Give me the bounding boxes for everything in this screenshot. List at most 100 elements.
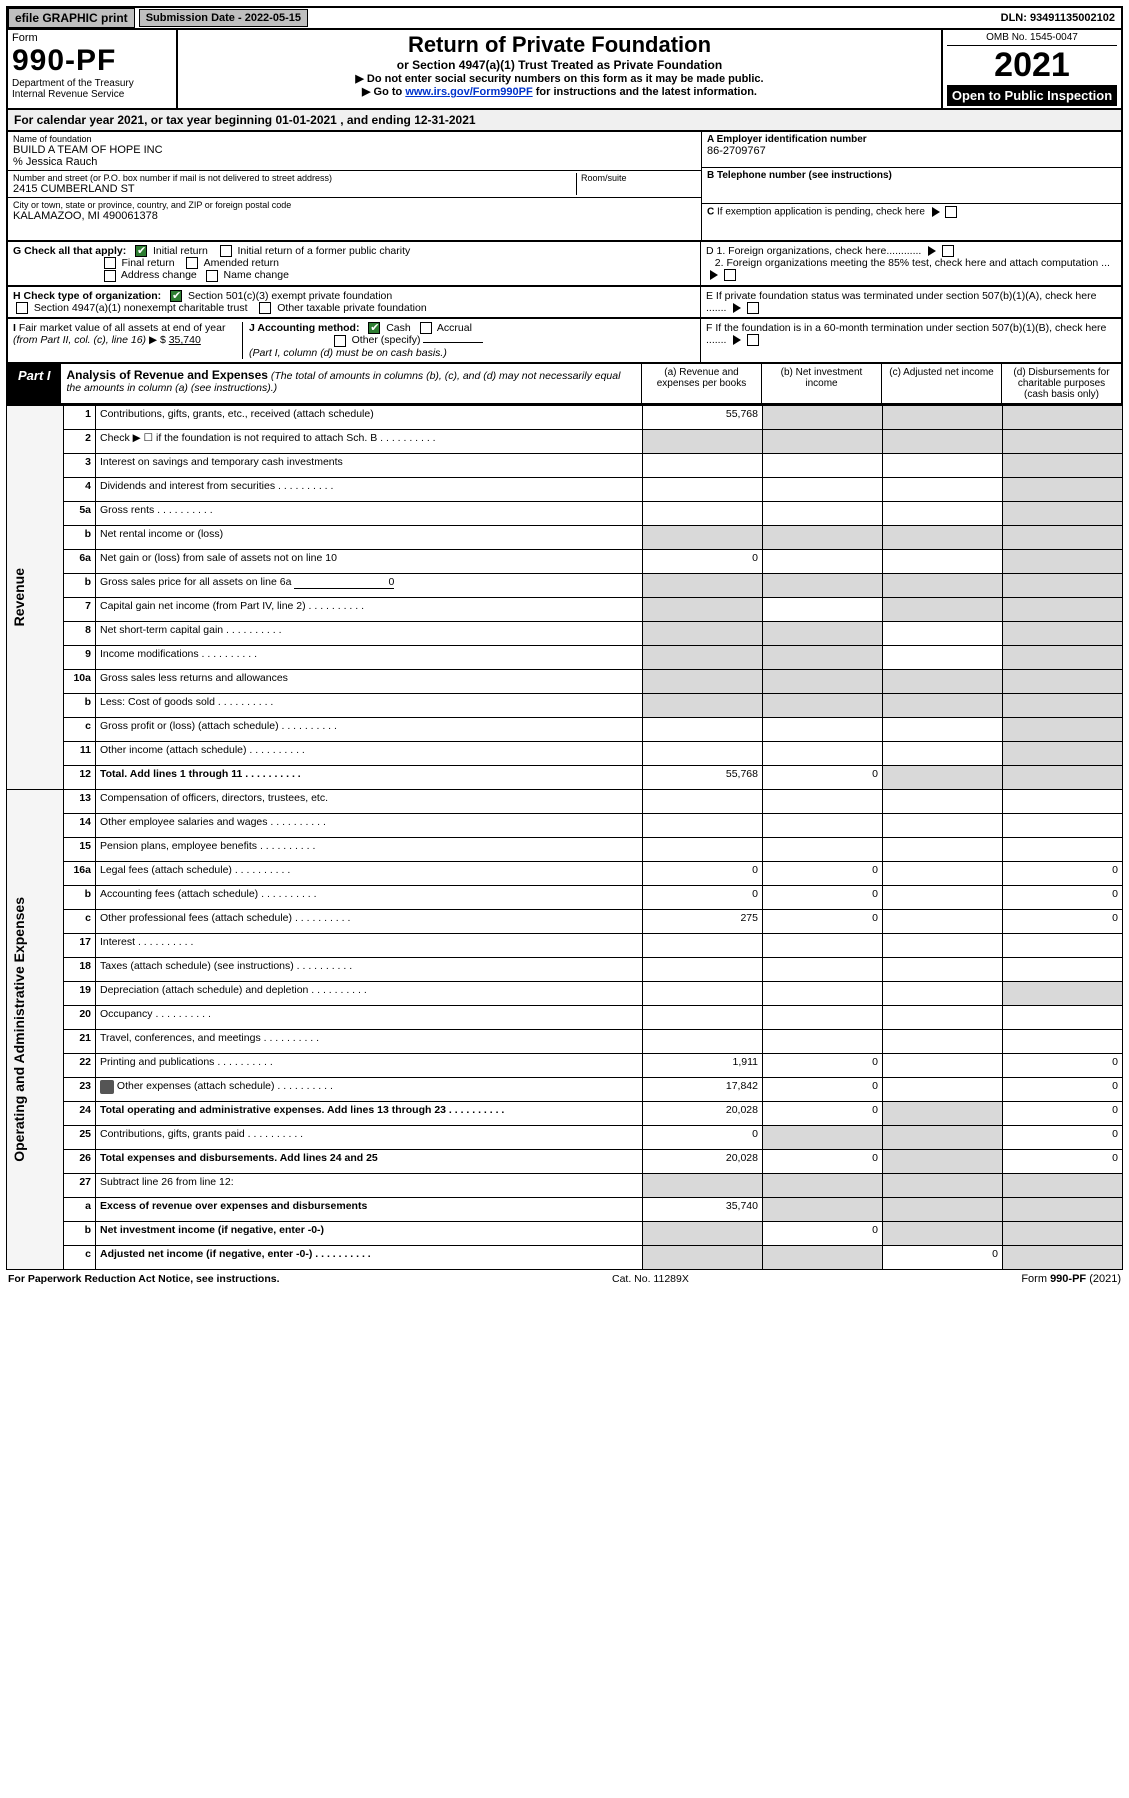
line-number: 17 [64, 933, 96, 957]
amount-cell-a: 20,028 [643, 1149, 763, 1173]
amount-cell-a [643, 933, 763, 957]
amount-cell-d [1003, 981, 1123, 1005]
amount-cell-d [1003, 645, 1123, 669]
arrow-icon [928, 246, 936, 256]
f-checkbox[interactable] [747, 334, 759, 346]
form990pf-link[interactable]: www.irs.gov/Form990PF [405, 86, 532, 98]
amount-cell-d: 0 [1003, 1053, 1123, 1077]
line-number: 5a [64, 501, 96, 525]
line-description: Compensation of officers, directors, tru… [96, 789, 643, 813]
amount-cell-d [1003, 477, 1123, 501]
street-address: 2415 CUMBERLAND ST [13, 183, 576, 195]
line-number: 21 [64, 1029, 96, 1053]
table-row: 21Travel, conferences, and meetings [7, 1029, 1123, 1053]
amount-cell-b [763, 597, 883, 621]
final-return-checkbox[interactable] [104, 257, 116, 269]
amount-cell-d [1003, 837, 1123, 861]
line-description: Printing and publications [96, 1053, 643, 1077]
col-b-header: (b) Net investment income [761, 364, 881, 403]
table-row: bNet investment income (if negative, ent… [7, 1221, 1123, 1245]
line-number: a [64, 1197, 96, 1221]
amount-cell-b: 0 [763, 1053, 883, 1077]
table-row: 24Total operating and administrative exp… [7, 1101, 1123, 1125]
amount-cell-b: 0 [763, 861, 883, 885]
amount-cell-a [643, 645, 763, 669]
street-label: Number and street (or P.O. box number if… [13, 173, 576, 183]
efile-print-button[interactable]: efile GRAPHIC print [8, 8, 135, 28]
amount-cell-d: 0 [1003, 1125, 1123, 1149]
amount-cell-d [1003, 597, 1123, 621]
amount-cell-c [883, 861, 1003, 885]
amount-cell-a [643, 1221, 763, 1245]
amount-cell-a: 0 [643, 885, 763, 909]
name-label: Name of foundation [13, 134, 696, 144]
table-row: bAccounting fees (attach schedule)000 [7, 885, 1123, 909]
amount-cell-b [763, 477, 883, 501]
amount-cell-b: 0 [763, 885, 883, 909]
amount-cell-d [1003, 1245, 1123, 1269]
line-description: Total. Add lines 1 through 11 [96, 765, 643, 789]
amount-cell-c [883, 741, 1003, 765]
room-label: Room/suite [581, 173, 696, 183]
table-row: 10aGross sales less returns and allowanc… [7, 669, 1123, 693]
table-row: 16aLegal fees (attach schedule)000 [7, 861, 1123, 885]
amount-cell-c [883, 501, 1003, 525]
d1-checkbox[interactable] [942, 245, 954, 257]
table-row: 26Total expenses and disbursements. Add … [7, 1149, 1123, 1173]
accrual-checkbox[interactable] [420, 322, 432, 334]
initial-former-checkbox[interactable] [220, 245, 232, 257]
initial-return-checkbox[interactable] [135, 245, 147, 257]
dln: DLN: 93491135002102 [1001, 12, 1121, 24]
line-description: Less: Cost of goods sold [96, 693, 643, 717]
amount-cell-b [763, 405, 883, 429]
amount-cell-c [883, 1197, 1003, 1221]
amount-cell-a [643, 1245, 763, 1269]
line-number: 22 [64, 1053, 96, 1077]
amount-cell-c [883, 405, 1003, 429]
arrow-icon [733, 335, 741, 345]
amount-cell-d [1003, 429, 1123, 453]
table-row: 25Contributions, gifts, grants paid00 [7, 1125, 1123, 1149]
attachment-icon[interactable] [100, 1080, 114, 1094]
amount-cell-a: 275 [643, 909, 763, 933]
amended-return-checkbox[interactable] [186, 257, 198, 269]
line-number: 23 [64, 1077, 96, 1101]
amount-cell-d [1003, 789, 1123, 813]
form-header: Form 990-PF Department of the Treasury I… [6, 30, 1123, 110]
other-taxable-checkbox[interactable] [259, 302, 271, 314]
amount-cell-d [1003, 525, 1123, 549]
line-description: Income modifications [96, 645, 643, 669]
amount-cell-b: 0 [763, 1077, 883, 1101]
city-label: City or town, state or province, country… [13, 200, 696, 210]
amount-cell-d: 0 [1003, 861, 1123, 885]
amount-cell-c [883, 645, 1003, 669]
amount-cell-b [763, 1245, 883, 1269]
amount-cell-a: 55,768 [643, 765, 763, 789]
line-description: Net gain or (loss) from sale of assets n… [96, 549, 643, 573]
amount-cell-a [643, 669, 763, 693]
line-description: Net short-term capital gain [96, 621, 643, 645]
amount-cell-b [763, 549, 883, 573]
name-change-checkbox[interactable] [206, 270, 218, 282]
line-description: Other income (attach schedule) [96, 741, 643, 765]
end-date: 12-31-2021 [414, 113, 475, 127]
amount-cell-d [1003, 669, 1123, 693]
amount-cell-c [883, 789, 1003, 813]
501c3-checkbox[interactable] [170, 290, 182, 302]
4947a1-checkbox[interactable] [16, 302, 28, 314]
exemption-checkbox[interactable] [945, 206, 957, 218]
address-change-checkbox[interactable] [104, 270, 116, 282]
e-checkbox[interactable] [747, 302, 759, 314]
amount-cell-a [643, 693, 763, 717]
form-word: Form [12, 32, 172, 44]
line-description: Interest [96, 933, 643, 957]
d2-checkbox[interactable] [724, 269, 736, 281]
cash-checkbox[interactable] [368, 322, 380, 334]
table-row: 12Total. Add lines 1 through 1155,7680 [7, 765, 1123, 789]
expenses-side-label: Operating and Administrative Expenses [11, 897, 27, 1162]
amount-cell-b [763, 573, 883, 597]
table-row: cOther professional fees (attach schedul… [7, 909, 1123, 933]
amount-cell-c [883, 597, 1003, 621]
other-method-checkbox[interactable] [334, 335, 346, 347]
amount-cell-b [763, 453, 883, 477]
